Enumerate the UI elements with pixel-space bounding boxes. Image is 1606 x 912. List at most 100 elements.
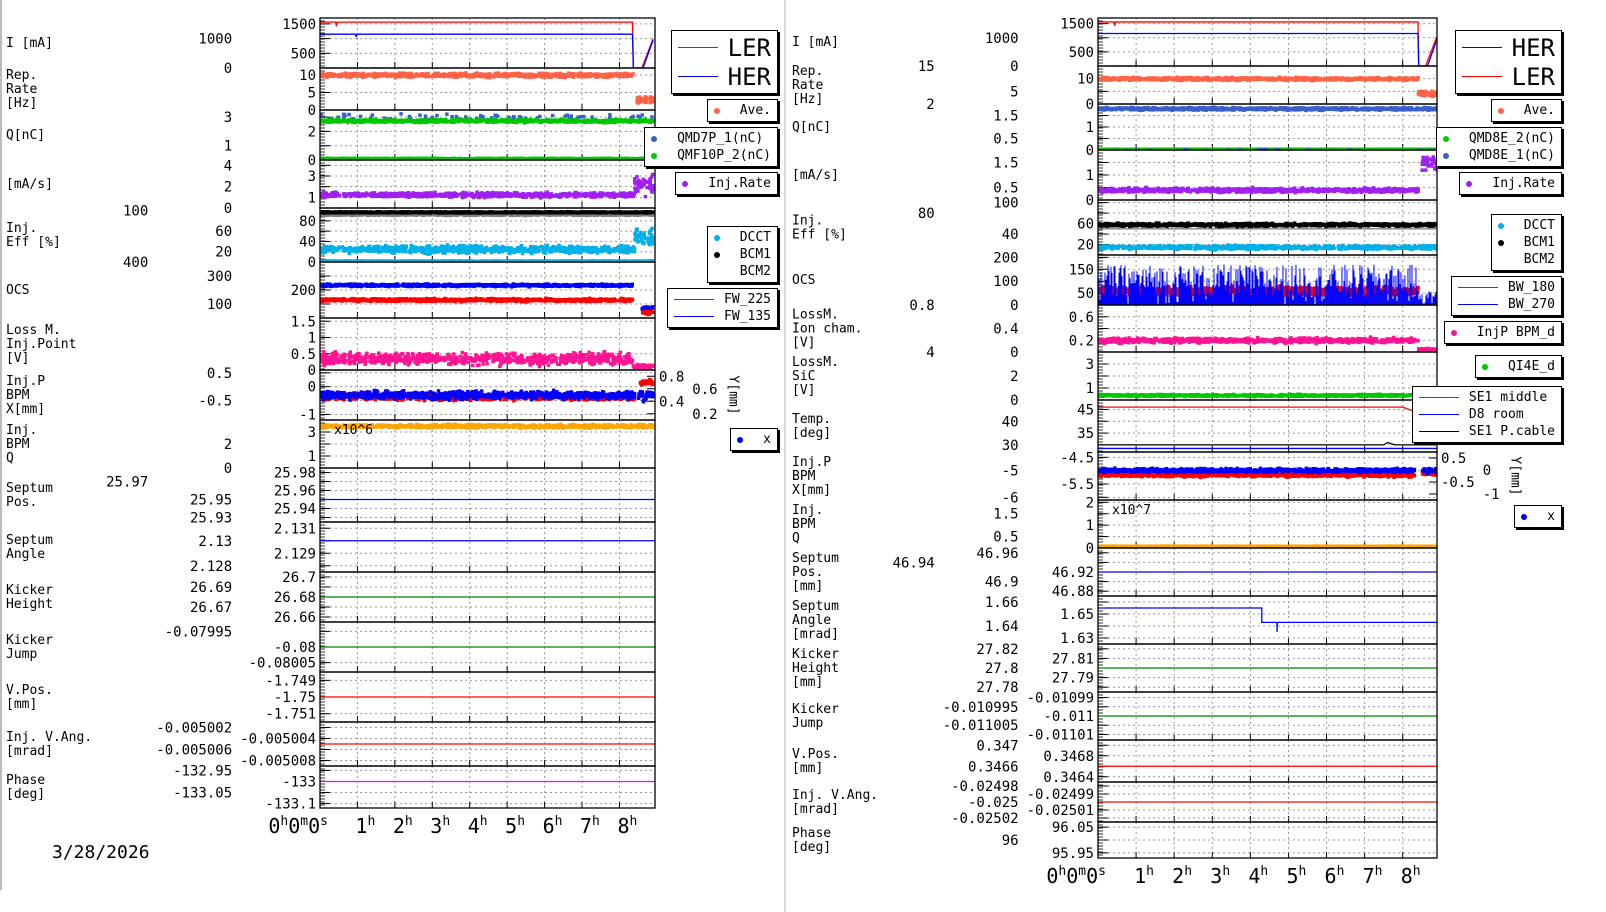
data-point — [502, 213, 506, 217]
data-point — [649, 175, 654, 179]
data-point — [387, 72, 392, 76]
data-point — [418, 113, 422, 117]
data-point — [563, 213, 567, 217]
data-point — [540, 73, 545, 77]
data-point — [490, 118, 494, 123]
data-point — [643, 118, 648, 123]
data-point — [414, 210, 418, 214]
data-point — [406, 72, 410, 76]
data-point — [499, 192, 503, 197]
data-point — [375, 72, 379, 77]
data-point — [488, 192, 492, 197]
data-point — [610, 72, 614, 76]
data-point — [485, 190, 490, 195]
data-point — [583, 119, 588, 124]
data-point — [526, 119, 531, 123]
data-point — [451, 157, 456, 160]
data-point — [615, 118, 619, 122]
data-point — [563, 114, 567, 118]
y-tick-label: 10 — [299, 68, 316, 84]
data-point — [582, 114, 586, 119]
data-point — [539, 191, 543, 195]
data-point — [567, 116, 571, 120]
data-point — [623, 194, 627, 198]
data-point — [640, 113, 644, 117]
data-point — [535, 193, 540, 198]
y-tick-label: 500 — [291, 46, 316, 62]
data-point — [628, 213, 632, 217]
series-bcm1 — [320, 209, 655, 215]
y-tick-label: 80 — [299, 214, 316, 230]
data-point — [350, 192, 355, 196]
data-point — [335, 191, 339, 195]
data-point — [332, 194, 336, 199]
data-point — [619, 72, 623, 77]
data-point — [447, 157, 451, 160]
data-point — [385, 74, 389, 79]
data-point — [473, 157, 478, 160]
data-point — [546, 193, 550, 198]
data-point — [530, 210, 535, 215]
data-point — [519, 156, 523, 160]
data-point — [393, 157, 397, 160]
data-point — [378, 119, 383, 123]
data-point — [535, 116, 540, 120]
data-point — [436, 157, 440, 160]
data-point — [373, 194, 378, 199]
data-point — [326, 71, 330, 76]
data-point — [482, 195, 487, 200]
data-point — [326, 157, 331, 160]
data-point — [428, 193, 432, 198]
data-point — [414, 157, 419, 160]
data-point — [493, 113, 497, 117]
data-point — [532, 194, 536, 199]
data-point — [496, 71, 501, 75]
data-point — [453, 213, 458, 217]
data-point — [568, 118, 573, 123]
data-point — [608, 113, 612, 117]
data-point — [554, 120, 558, 124]
data-point — [442, 213, 446, 217]
panel-frame — [319, 159, 656, 209]
data-point — [485, 72, 489, 76]
data-point — [542, 75, 547, 80]
data-point — [650, 184, 655, 188]
data-point — [471, 195, 476, 200]
data-point — [537, 71, 541, 76]
data-point — [409, 210, 414, 215]
data-point — [523, 194, 528, 198]
data-point — [544, 157, 549, 160]
data-point — [447, 73, 451, 78]
data-point — [537, 119, 542, 123]
data-point — [430, 117, 434, 122]
data-point — [614, 156, 619, 160]
data-point — [433, 157, 437, 160]
y-tick-label: 20 — [215, 245, 232, 261]
data-point — [636, 189, 640, 193]
data-point — [487, 74, 491, 79]
data-point — [499, 156, 503, 160]
data-point — [596, 157, 600, 160]
data-point — [592, 191, 597, 195]
data-point — [591, 156, 595, 160]
data-point — [601, 118, 606, 123]
data-point — [434, 119, 438, 124]
data-point — [415, 73, 419, 77]
data-point — [619, 191, 623, 195]
y-tick-label: 100 — [123, 204, 148, 220]
data-point — [356, 118, 361, 122]
data-point — [641, 177, 646, 182]
data-point — [325, 74, 329, 78]
data-point — [479, 193, 484, 198]
data-point — [488, 119, 492, 123]
data-point — [525, 74, 530, 79]
data-point — [486, 195, 490, 199]
data-point — [335, 120, 340, 124]
data-point — [432, 192, 437, 196]
data-point — [428, 191, 432, 195]
data-point — [483, 193, 487, 198]
data-point — [477, 119, 481, 123]
data-point — [508, 194, 512, 199]
data-point — [537, 114, 542, 119]
data-point — [337, 194, 341, 198]
